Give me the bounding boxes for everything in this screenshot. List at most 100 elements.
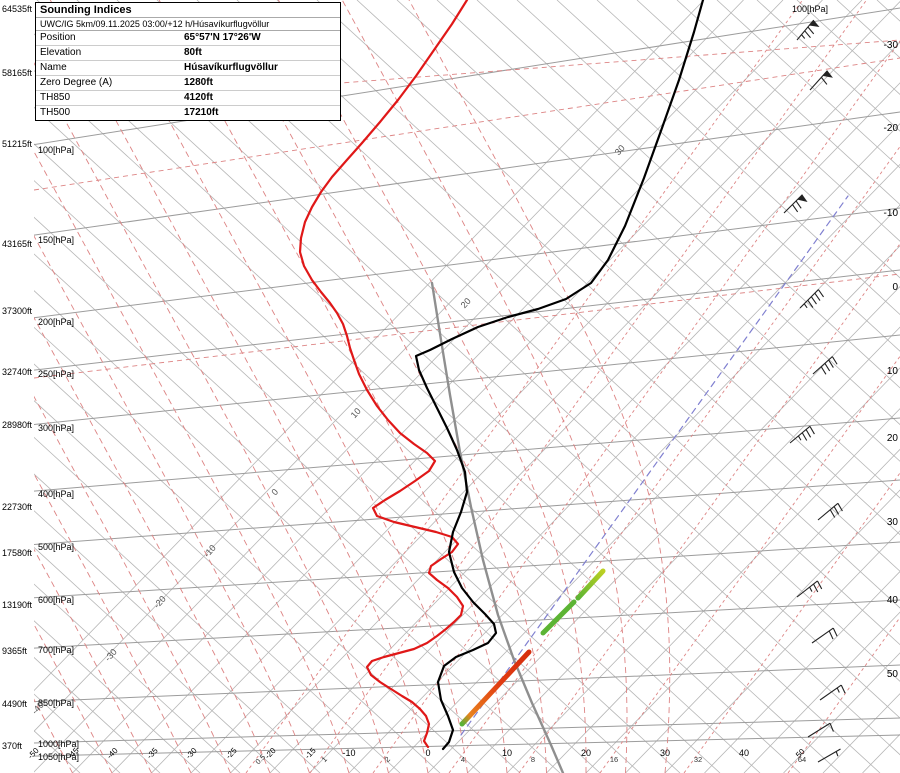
pressure-tick-label: 250[hPa] xyxy=(38,369,74,379)
info-row-value: 65°57'N 17°26'W xyxy=(184,32,261,43)
altitude-tick-label: 4490ft xyxy=(2,699,28,709)
info-row-value: 1280ft xyxy=(184,77,213,88)
wind-barbs xyxy=(783,19,846,763)
mixing-ratio-label: 8 xyxy=(531,755,535,764)
temperature-tick-label-bottom: 20 xyxy=(581,748,591,758)
mixing-ratio-label: 2 xyxy=(383,755,392,764)
surface_mixing_ratio_line-trace xyxy=(460,195,849,736)
parcel_ascent-trace xyxy=(430,281,565,773)
temperature-trace xyxy=(414,0,705,751)
wind-barb xyxy=(799,289,824,309)
temperature-tick-label-bottom: 40 xyxy=(739,748,749,758)
temperature-tick-label-right: 40 xyxy=(887,595,899,606)
pressure-tick-label: 850[hPa] xyxy=(38,698,74,708)
info-row-value: 4120ft xyxy=(184,92,213,103)
mixing-ratio-label: 32 xyxy=(694,755,702,764)
info-row: Position 65°57'N 17°26'W xyxy=(36,31,340,46)
temperature-tick-label-rotated: -15 xyxy=(303,746,318,761)
wind-barb xyxy=(811,627,838,644)
altitude-tick-label: 13190ft xyxy=(2,600,33,610)
pressure-tick-label: 200[hPa] xyxy=(38,317,74,327)
upper-moist-line xyxy=(34,273,900,379)
info-row-label: TH850 xyxy=(40,92,71,103)
wind-barb xyxy=(789,425,815,444)
temperature-tick-label-rotated: -35 xyxy=(145,746,160,761)
info-row-label: Name xyxy=(40,62,67,73)
temperature-tick-label-right: -10 xyxy=(884,208,899,219)
wind-barb xyxy=(783,194,808,214)
temperature-tick-label-bottom: 30 xyxy=(660,748,670,758)
wind-barb xyxy=(817,748,841,763)
pressure-tick-label: 700[hPa] xyxy=(38,645,74,655)
top-right-pressure-label: 100[hPa] xyxy=(792,4,828,14)
info-row-label: Position xyxy=(40,32,76,43)
temperature-tick-label-right: 20 xyxy=(887,433,899,444)
altitude-tick-label: 17580ft xyxy=(2,548,33,558)
moist-adiabat-label: 30 xyxy=(613,143,627,157)
moist-adiabat-label: 0 xyxy=(269,487,280,497)
temperature-tick-label-bottom: 10 xyxy=(502,748,512,758)
altitude-tick-label: 43165ft xyxy=(2,239,33,249)
temperature-tick-label-right: -20 xyxy=(884,123,899,134)
pressure-tick-label: 1000[hPa] xyxy=(38,739,79,749)
temperature-tick-label-right: -30 xyxy=(884,40,899,51)
info-row-label: Zero Degree (A) xyxy=(40,77,113,88)
pressure-tick-label: 1050[hPa] xyxy=(38,752,79,762)
parcel-energy-lower xyxy=(459,649,532,727)
temperature-tick-label-right: 0 xyxy=(892,282,898,293)
altitude-tick-label: 58165ft xyxy=(2,68,33,78)
info-row: TH850 4120ft xyxy=(36,91,340,106)
mixing-ratio-label: 1 xyxy=(320,755,329,764)
mixing-ratio-lines xyxy=(245,0,900,773)
temperature-tick-label-bottom: -10 xyxy=(342,748,355,758)
temperature-tick-label-right: 10 xyxy=(887,366,899,377)
altitude-tick-label: 37300ft xyxy=(2,306,33,316)
altitude-tick-label: 28980ft xyxy=(2,420,33,430)
altitude-tick-label: 9365ft xyxy=(2,646,28,656)
mixing-ratio-label: 4 xyxy=(461,755,465,764)
pressure-tick-label: 150[hPa] xyxy=(38,235,74,245)
isobar-lines xyxy=(34,7,900,757)
info-row-label: Elevation xyxy=(40,47,82,58)
dewpoint-trace xyxy=(298,0,469,749)
wind-barb xyxy=(809,70,833,91)
wind-barb xyxy=(796,580,823,598)
altitude-tick-label: 51215ft xyxy=(2,139,33,149)
upper-moist-line xyxy=(34,57,900,191)
wind-barb xyxy=(817,502,843,521)
pressure-tick-label: 500[hPa] xyxy=(38,542,74,552)
info-row: Name Húsavíkurflugvöllur xyxy=(36,61,340,76)
altitude-tick-label: 22730ft xyxy=(2,502,33,512)
sounding-traces xyxy=(298,0,849,773)
panel-title: Sounding Indices xyxy=(36,3,340,18)
info-row-value: 80ft xyxy=(184,47,202,58)
temperature-tick-label-right: 50 xyxy=(887,669,899,680)
info-row-value: 17210ft xyxy=(184,107,219,118)
altitude-tick-label: 64535ft xyxy=(2,4,33,14)
axis-labels: 64535ft 58165ft 51215ft 43165ft 37300ft 32740… xyxy=(2,4,898,766)
panel-rows: Position 65°57'N 17°26'W Elevation 80ft Name… xyxy=(36,31,340,120)
wind-barb xyxy=(807,722,834,738)
wind-barb xyxy=(819,684,846,701)
temperature-tick-label-rotated: -25 xyxy=(224,746,239,761)
moist-adiabat-label: 10 xyxy=(349,406,363,420)
parcel-energy-mid xyxy=(540,599,577,636)
parcel-energy-upper xyxy=(575,568,606,601)
mixing-ratio-label: 16 xyxy=(610,755,618,764)
wind-barb xyxy=(796,19,820,41)
mixing-ratio-label: 64 xyxy=(798,755,806,764)
wind-barb xyxy=(812,356,838,375)
info-row: TH500 17210ft xyxy=(36,106,340,120)
pressure-tick-label: 300[hPa] xyxy=(38,423,74,433)
temperature-tick-label-right: 30 xyxy=(887,517,899,528)
pressure-tick-label: 600[hPa] xyxy=(38,595,74,605)
info-row: Elevation 80ft xyxy=(36,46,340,61)
temperature-tick-label-rotated: -40 xyxy=(105,746,120,761)
pressure-tick-label: 100[hPa] xyxy=(38,145,74,155)
temperature-tick-label-bottom: 0 xyxy=(425,748,430,758)
info-row-value: Húsavíkurflugvöllur xyxy=(184,62,278,73)
